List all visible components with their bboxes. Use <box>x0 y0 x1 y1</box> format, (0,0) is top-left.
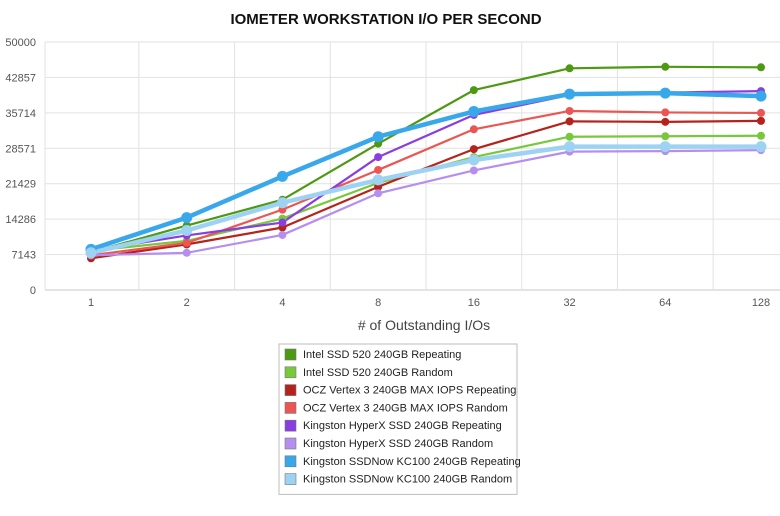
data-point <box>661 132 670 141</box>
series-points <box>85 62 767 263</box>
data-point <box>757 108 765 117</box>
data-point <box>565 132 574 141</box>
legend-label: Kingston HyperX SSD 240GB Random <box>303 438 493 450</box>
legend-label: Kingston SSDNow KC100 240GB Repeating <box>303 456 521 468</box>
legend-swatch <box>284 419 297 432</box>
data-point <box>469 145 478 154</box>
series-line <box>90 90 762 252</box>
series-line <box>90 149 762 257</box>
y-tick-label: 7143 <box>12 250 36 262</box>
chart-title: IOMETER WORKSTATION I/O PER SECOND <box>230 11 541 28</box>
series-line <box>90 109 762 257</box>
data-point <box>661 108 670 117</box>
legend-label: Intel SSD 520 240GB Random <box>303 367 453 379</box>
data-point <box>564 88 576 100</box>
x-tick-label: 1 <box>88 297 94 309</box>
x-axis-label: # of Outstanding I/Os <box>358 317 490 333</box>
legend-swatch <box>284 473 297 485</box>
x-tick-label: 4 <box>279 297 285 309</box>
data-point <box>372 174 384 186</box>
data-point <box>565 106 574 115</box>
data-point <box>85 247 97 259</box>
x-tick-label: 2 <box>184 297 190 309</box>
legend-swatch <box>284 402 297 414</box>
legend-swatch <box>284 437 297 450</box>
data-point <box>755 90 767 102</box>
legend-box <box>278 343 518 495</box>
legend-swatch <box>284 455 297 468</box>
y-tick-label: 35714 <box>5 108 36 120</box>
data-point <box>565 117 574 126</box>
legend-swatch <box>284 348 297 361</box>
legend-label: OCZ Vertex 3 240GB MAX IOPS Repeating <box>303 385 516 397</box>
series-line <box>90 65 762 254</box>
series-line <box>90 144 761 255</box>
x-tick-label: 128 <box>752 297 770 309</box>
x-tick-label: 8 <box>375 297 381 309</box>
y-axis-ticks: 0 7143 14286 21429 28571 35714 42857 50000 <box>5 37 36 297</box>
data-point <box>374 165 383 174</box>
x-tick-label: 64 <box>659 297 671 309</box>
data-point <box>757 116 765 125</box>
series-lines <box>90 65 762 260</box>
data-point <box>276 170 288 182</box>
plot-grid <box>44 41 780 291</box>
y-tick-label: 28571 <box>5 143 36 155</box>
data-point <box>374 153 383 162</box>
data-point <box>659 87 671 99</box>
data-point <box>181 212 193 224</box>
data-point <box>372 131 384 143</box>
data-point <box>661 117 670 126</box>
legend: Intel SSD 520 240GB Repeating Intel SSD 5… <box>278 343 521 495</box>
y-tick-label: 42857 <box>5 72 36 84</box>
legend-label: Intel SSD 520 240GB Repeating <box>303 349 461 361</box>
x-axis-ticks: 1 2 4 8 16 32 64 128 <box>88 297 770 309</box>
legend-label: Kingston SSDNow KC100 240GB Random <box>303 474 512 486</box>
data-point <box>757 63 765 72</box>
data-point <box>659 141 671 153</box>
data-point <box>755 141 767 153</box>
data-point <box>374 189 383 198</box>
legend-swatch <box>284 384 297 396</box>
y-tick-label: 0 <box>30 285 36 297</box>
data-point <box>564 141 576 153</box>
x-tick-label: 16 <box>468 297 480 309</box>
data-point <box>661 62 670 71</box>
x-tick-label: 32 <box>563 297 575 309</box>
data-point <box>468 154 480 166</box>
data-point <box>565 64 574 73</box>
data-point <box>468 105 480 117</box>
legend-label: OCZ Vertex 3 240GB MAX IOPS Random <box>303 402 508 414</box>
data-point <box>181 224 193 236</box>
data-point <box>278 230 287 239</box>
data-point <box>182 248 191 257</box>
y-tick-label: 14286 <box>5 214 36 226</box>
data-point <box>182 238 191 247</box>
data-point <box>278 218 287 227</box>
legend-swatch <box>284 366 297 379</box>
data-point <box>469 86 478 95</box>
y-tick-label: 50000 <box>5 37 36 49</box>
data-point <box>757 131 765 140</box>
y-tick-label: 21429 <box>5 179 36 191</box>
data-point <box>276 197 288 209</box>
data-point <box>469 125 478 134</box>
legend-label: Kingston HyperX SSD 240GB Repeating <box>303 420 502 432</box>
data-point <box>469 166 478 175</box>
